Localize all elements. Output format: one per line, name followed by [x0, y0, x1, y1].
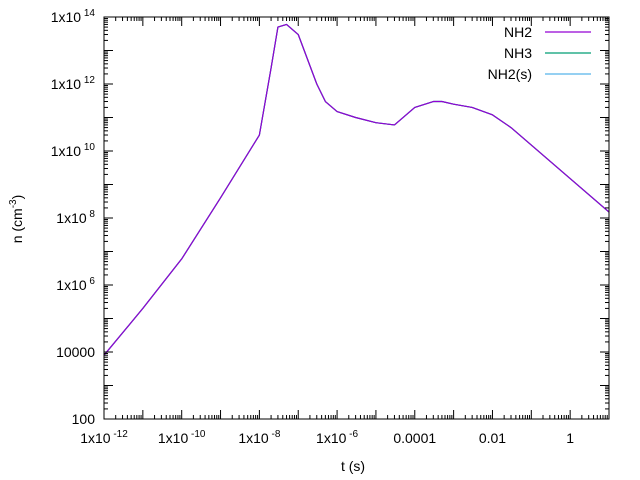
x-axis-label: t (s) [341, 458, 365, 474]
x-tick-label-base: 0.0001 [393, 430, 436, 446]
x-tick-label: 1x10 -8 [238, 429, 280, 446]
y-tick-label-base: 1x10 [51, 76, 82, 92]
y-tick-label-exponent: 6 [87, 276, 96, 287]
y-axis-label: n (cm-3) [8, 195, 25, 244]
x-tick-label: 1x10 -6 [316, 429, 358, 446]
series-line [104, 23, 609, 356]
x-tick-label-exponent: -12 [111, 429, 129, 440]
series-layer [104, 23, 609, 356]
y-axis-label-exponent: -3 [8, 199, 19, 208]
y-tick-label-exponent: 12 [81, 75, 95, 86]
y-tick-label-exponent: 10 [81, 142, 95, 153]
x-tick-label-base: 0.01 [479, 430, 506, 446]
legend-label: NH2 [504, 24, 532, 40]
x-tick-label-exponent: -8 [269, 429, 281, 440]
x-tick-label: 1x10 -10 [158, 429, 206, 446]
x-tick-label: 1 [566, 430, 574, 446]
x-tick-label-base: 1x10 [80, 430, 111, 446]
ticks-layer: 1x10 -12 1x10 -10 1x10 -8 1x10 -6 0.0001 0.01… [51, 8, 610, 446]
y-tick-label: 1x10 12 [51, 75, 96, 92]
x-tick-label: 1x10 -12 [80, 429, 128, 446]
y-tick-label: 1x10 8 [56, 209, 95, 226]
legend: NH2 NH3 NH2(s) [488, 24, 591, 82]
series-line [104, 23, 609, 356]
y-axis-label-text: n (cm [9, 208, 25, 243]
x-tick-label-exponent: -10 [188, 429, 206, 440]
y-tick-label-base: 1x10 [56, 210, 87, 226]
x-tick-label-exponent: -6 [346, 429, 358, 440]
x-tick-label: 0.01 [479, 430, 506, 446]
x-tick-label-base: 1x10 [316, 430, 347, 446]
legend-label: NH2(s) [488, 66, 532, 82]
y-tick-label-exponent: 14 [81, 8, 95, 19]
y-tick-label-base: 10000 [56, 344, 95, 360]
x-tick-label-base: 1 [566, 430, 574, 446]
y-tick-label: 10000 [56, 344, 95, 360]
axes-layer [103, 16, 610, 420]
x-tick-label-base: 1x10 [238, 430, 269, 446]
y-tick-label-base: 1x10 [51, 143, 82, 159]
legend-label: NH3 [504, 45, 532, 61]
y-tick-label-base: 100 [72, 411, 96, 427]
y-tick-label: 100 [72, 411, 96, 427]
series-line [104, 23, 609, 356]
y-axis-label-close: ) [9, 195, 25, 200]
y-tick-label: 1x10 6 [56, 276, 95, 293]
labels-layer: t (s) n (cm-3) [8, 195, 365, 474]
y-tick-label: 1x10 14 [51, 8, 96, 25]
plot-border [103, 16, 610, 420]
x-tick-label-base: 1x10 [158, 430, 189, 446]
y-tick-label-base: 1x10 [51, 9, 82, 25]
y-tick-label-exponent: 8 [87, 209, 96, 220]
y-tick-label: 1x10 10 [51, 142, 96, 159]
x-tick-label: 0.0001 [393, 430, 436, 446]
y-tick-label-base: 1x10 [56, 277, 87, 293]
